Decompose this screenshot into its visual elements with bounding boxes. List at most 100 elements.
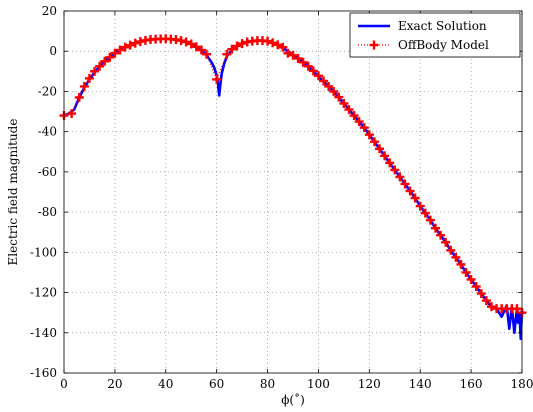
data-point-offbody-model	[212, 74, 222, 84]
data-point-offbody-model	[110, 48, 120, 58]
data-point-offbody-model	[319, 76, 329, 86]
data-point-offbody-model	[313, 71, 323, 81]
data-point-offbody-model	[298, 57, 308, 67]
data-point-offbody-model	[263, 36, 273, 46]
data-point-offbody-model	[196, 45, 206, 55]
x-tick-label: 80	[260, 377, 275, 391]
data-point-offbody-model	[369, 137, 379, 147]
data-point-offbody-model	[512, 304, 522, 314]
legend: Exact Solution OffBody Model	[349, 12, 521, 58]
data-point-offbody-model	[329, 86, 339, 96]
data-point-offbody-model	[395, 172, 405, 182]
x-tick-label: 40	[158, 377, 173, 391]
legend-label-exact-solution: Exact Solution	[398, 19, 487, 33]
data-point-offbody-model	[420, 208, 430, 218]
data-point-offbody-model	[466, 274, 476, 284]
y-tick-label: -20	[38, 84, 57, 98]
data-point-offbody-model	[441, 237, 451, 247]
data-point-offbody-model	[268, 38, 278, 48]
data-point-offbody-model	[425, 215, 435, 225]
data-point-offbody-model	[339, 99, 349, 109]
data-point-offbody-model	[415, 201, 425, 211]
data-point-offbody-model	[74, 92, 84, 102]
y-tick-label: -100	[30, 245, 57, 259]
y-tick-label: -120	[30, 286, 57, 300]
data-point-offbody-model	[176, 36, 186, 46]
data-point-offbody-model	[476, 289, 486, 299]
data-point-offbody-model	[385, 158, 395, 168]
data-point-offbody-model	[471, 282, 481, 292]
data-point-offbody-model	[237, 39, 247, 49]
y-tick-label: -160	[30, 366, 57, 380]
data-point-offbody-model	[324, 81, 334, 91]
data-point-offbody-model	[405, 186, 415, 196]
plot-frame	[63, 10, 523, 374]
data-point-offbody-model	[334, 92, 344, 102]
x-tick-label: 160	[460, 377, 483, 391]
data-point-offbody-model	[303, 61, 313, 71]
data-point-offbody-model	[359, 123, 369, 133]
x-axis-title: ϕ(˚)	[281, 392, 305, 407]
y-tick-label: -80	[38, 205, 57, 219]
data-point-offbody-model	[278, 42, 288, 52]
data-point-offbody-model	[430, 223, 440, 233]
x-tick-label: 20	[107, 377, 122, 391]
data-point-offbody-model	[181, 37, 191, 47]
data-point-offbody-model	[67, 109, 77, 119]
data-point-offbody-model	[344, 105, 354, 115]
data-point-offbody-model	[283, 48, 293, 58]
x-tick-label: 100	[307, 377, 330, 391]
data-point-offbody-model	[227, 44, 237, 54]
legend-marker-offbody-model	[369, 40, 379, 50]
data-point-offbody-model	[222, 49, 232, 59]
data-point-offbody-model	[293, 53, 303, 63]
data-point-offbody-model	[130, 38, 140, 48]
data-point-offbody-model	[400, 179, 410, 189]
data-point-offbody-model	[79, 81, 89, 91]
ticks: 0 20 40 60 80 100 120 140 160 180200-20-40-60-80-…	[30, 4, 533, 391]
data-point-offbody-model	[375, 144, 385, 154]
data-point-offbody-model	[273, 40, 283, 50]
x-tick-label: 60	[209, 377, 224, 391]
y-tick-label: -40	[38, 125, 57, 139]
data-point-offbody-model	[191, 42, 201, 52]
data-point-offbody-model	[120, 42, 130, 52]
data-point-offbody-model	[446, 245, 456, 255]
y-tick-label: 0	[49, 44, 57, 58]
x-tick-label: 0	[60, 377, 68, 391]
data-point-offbody-model	[105, 52, 115, 62]
legend-label-offbody-model: OffBody Model	[398, 38, 489, 52]
data-point-offbody-model	[90, 66, 100, 76]
data-point-offbody-model	[461, 267, 471, 277]
data-point-offbody-model	[486, 302, 496, 312]
legend-marker-plus	[369, 40, 379, 50]
series-group	[59, 34, 527, 341]
data-point-offbody-model	[115, 45, 125, 55]
y-tick-label: -60	[38, 165, 57, 179]
legend-box	[349, 12, 521, 58]
y-tick-label: -140	[30, 326, 57, 340]
data-point-offbody-model	[349, 111, 359, 121]
data-point-offbody-model	[135, 37, 145, 47]
data-point-offbody-model	[288, 50, 298, 60]
data-point-offbody-model	[100, 56, 110, 66]
data-point-offbody-model	[84, 73, 94, 83]
data-point-offbody-model	[410, 193, 420, 203]
data-point-offbody-model	[232, 41, 242, 51]
y-tick-label: 20	[42, 4, 57, 18]
data-point-offbody-model	[201, 49, 211, 59]
data-point-offbody-model	[95, 61, 105, 71]
x-tick-label: 120	[358, 377, 381, 391]
data-point-offbody-model	[456, 259, 466, 269]
data-point-offbody-model	[186, 39, 196, 49]
data-point-offbody-model	[390, 165, 400, 175]
x-tick-label: 180	[511, 377, 533, 391]
x-tick-label: 140	[409, 377, 432, 391]
data-point-offbody-model	[380, 151, 390, 161]
data-point-offbody-model	[354, 117, 364, 127]
y-axis-title: Electric field magnitude	[6, 119, 20, 266]
data-point-offbody-model	[364, 130, 374, 140]
data-point-offbody-model	[451, 252, 461, 262]
